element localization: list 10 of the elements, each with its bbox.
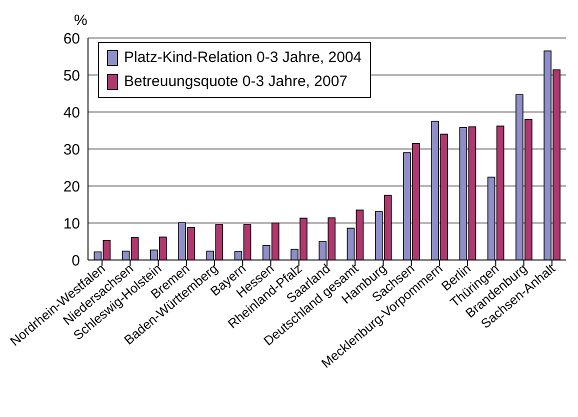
legend-label: Platz-Kind-Relation 0-3 Jahre, 2004 xyxy=(124,48,362,68)
y-tick-label: 60 xyxy=(63,30,80,48)
y-tick-label: 40 xyxy=(63,104,80,122)
y-axis-title: % xyxy=(74,12,88,29)
y-tick-label: 10 xyxy=(63,215,80,232)
y-tick-label: 0 xyxy=(72,252,80,270)
y-tick-label: 50 xyxy=(63,67,80,84)
y-tick-label: 20 xyxy=(63,178,80,196)
y-tick-label: 30 xyxy=(63,141,80,158)
legend-label: Betreuungsquote 0-3 Jahre, 2007 xyxy=(124,72,348,92)
